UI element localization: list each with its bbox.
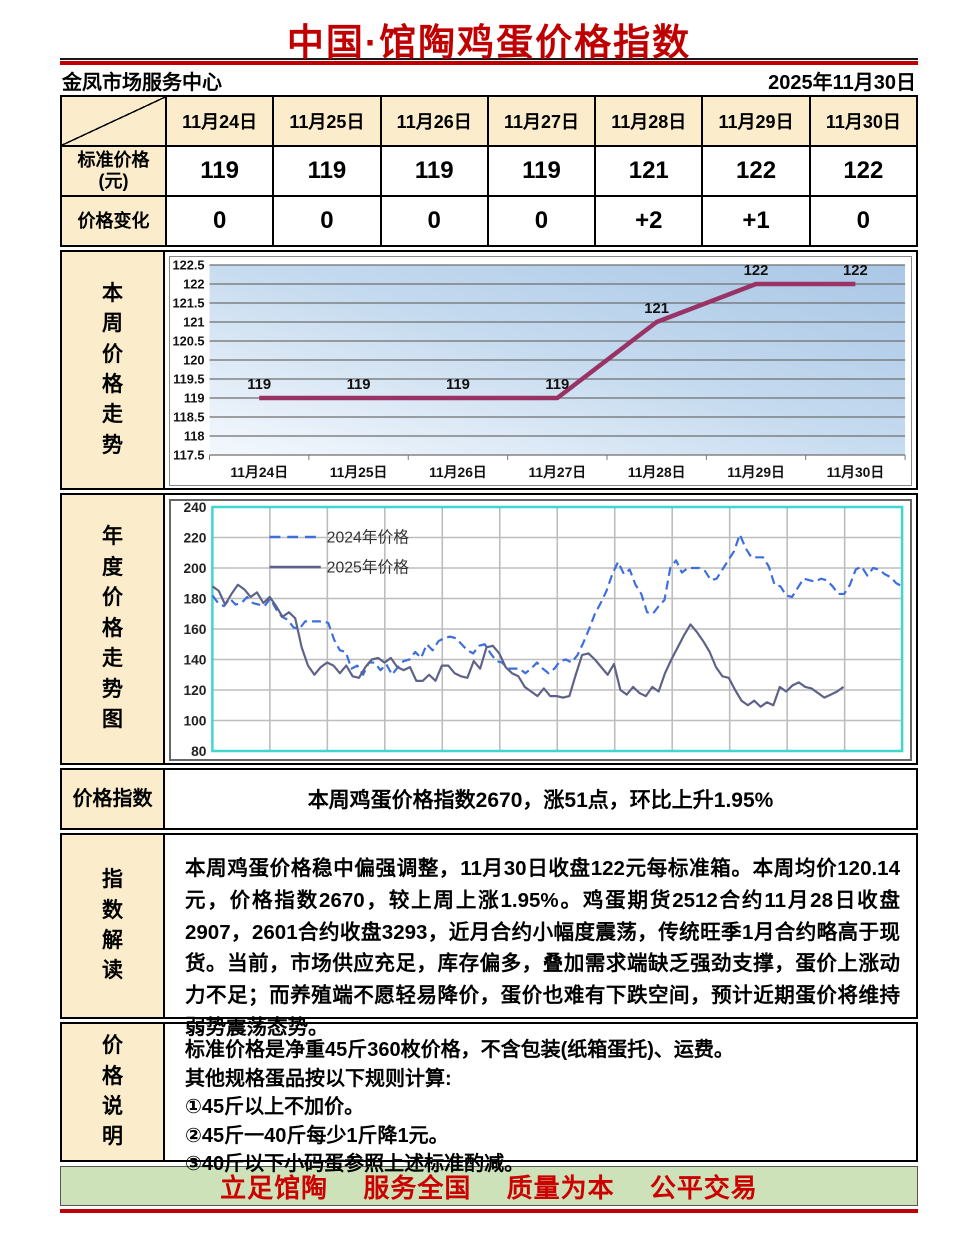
- value-cell: 119: [486, 145, 597, 197]
- price-notes-text: 标准价格是净重45斤360枚价格，不含包装(纸箱蛋托)、运费。 其他规格蛋品按以下…: [165, 1024, 916, 1188]
- svg-text:120.5: 120.5: [172, 333, 204, 348]
- table-row: 价格变化 0 0 0 0 +2 +1 0: [60, 195, 919, 247]
- page-title: 中国·馆陶鸡蛋价格指数: [286, 22, 692, 63]
- price-index-label: 价格指数: [62, 770, 165, 828]
- report-page: 中国·馆陶鸡蛋价格指数 金凤市场服务中心 2025年11月30日 11月24日 1…: [60, 0, 919, 1213]
- title-divider-black: [60, 58, 918, 60]
- svg-text:119: 119: [247, 377, 271, 393]
- svg-text:11月27日: 11月27日: [528, 464, 586, 480]
- svg-text:200: 200: [183, 560, 206, 576]
- svg-text:122: 122: [183, 276, 204, 291]
- svg-text:220: 220: [183, 529, 206, 545]
- svg-text:119: 119: [184, 390, 205, 405]
- svg-text:11月28日: 11月28日: [628, 464, 686, 480]
- annual-trend-section: 年 度 价 格 走 势 图 80 100 120 140 160 180 200 220 240…: [60, 493, 918, 765]
- svg-text:11月25日: 11月25日: [330, 464, 388, 480]
- value-cell: 122: [808, 145, 919, 197]
- price-table: 11月24日 11月25日 11月26日 11月27日 11月28日 11月29日 11月3…: [60, 95, 919, 247]
- value-cell: 0: [272, 195, 382, 247]
- annual-trend-chart: 80 100 120 140 160 180 200 220 240 2024年价格 2025年价格: [169, 499, 912, 761]
- price-note-line: 标准价格是净重45斤360枚价格，不含包装(纸箱蛋托)、运费。: [185, 1039, 734, 1061]
- svg-text:118.5: 118.5: [173, 409, 204, 424]
- price-notes-section: 价 格 说 明 标准价格是净重45斤360枚价格，不含包装(纸箱蛋托)、运费。其…: [60, 1022, 918, 1175]
- subheader-row: 金凤市场服务中心 2025年11月30日: [60, 65, 918, 95]
- date-header-cell: 11月27日: [486, 95, 597, 147]
- svg-text:120: 120: [183, 352, 204, 367]
- svg-text:2025年价格: 2025年价格: [327, 558, 409, 576]
- svg-text:11月26日: 11月26日: [429, 464, 487, 480]
- svg-text:119.5: 119.5: [173, 371, 204, 386]
- footer-slogan: 立足馆陶 服务全国 质量为本 公平交易: [220, 1172, 758, 1203]
- weekly-section-label: 本 周 价 格 走 势: [62, 252, 165, 488]
- svg-text:122.5: 122.5: [172, 257, 204, 272]
- weekly-trend-chart: 117.5 118 118.5 119 119.5 120 120.5 121 121.5 122…: [169, 256, 912, 486]
- date-header-cell: 11月29日: [701, 95, 811, 147]
- value-cell: +2: [594, 195, 704, 247]
- value-cell: +1: [701, 195, 811, 247]
- svg-text:11月30日: 11月30日: [827, 464, 885, 480]
- value-cell: 121: [594, 145, 704, 197]
- report-date: 2025年11月30日: [768, 71, 916, 94]
- annual-section-label: 年 度 价 格 走 势 图: [62, 495, 165, 763]
- value-cell: 119: [379, 145, 489, 197]
- value-cell: 119: [272, 145, 382, 197]
- footer-red-rule: [60, 1209, 918, 1213]
- annual-chart-canvas: 80 100 120 140 160 180 200 220 240 2024年价格 2025年价格: [183, 501, 904, 759]
- value-cell: 119: [164, 145, 275, 197]
- table-row: 标准价格 (元) 119 119 119 119 121 122 122: [60, 145, 919, 197]
- org-name: 金凤市场服务中心: [62, 71, 222, 94]
- svg-text:118: 118: [184, 428, 205, 443]
- date-header-cell: 11月28日: [594, 95, 704, 147]
- row-label-cell: 标准价格 (元): [60, 145, 167, 197]
- svg-text:121.5: 121.5: [172, 295, 204, 310]
- svg-text:121: 121: [644, 301, 669, 317]
- value-cell: 0: [808, 195, 919, 247]
- date-header-cell: 11月26日: [379, 95, 489, 147]
- table-header-row: 11月24日 11月25日 11月26日 11月27日 11月28日 11月29日 11月3…: [60, 95, 919, 147]
- svg-text:122: 122: [843, 263, 868, 279]
- price-note-line: 其他规格蛋品按以下规则计算:: [185, 1067, 452, 1090]
- interpretation-label: 指 数 解 读: [62, 835, 165, 1017]
- footer-banner: 立足馆陶 服务全国 质量为本 公平交易: [60, 1166, 918, 1206]
- price-note-line: ①45斤以上不加价。: [185, 1096, 365, 1119]
- svg-text:2024年价格: 2024年价格: [327, 528, 409, 546]
- svg-text:140: 140: [183, 651, 206, 667]
- svg-text:160: 160: [183, 621, 206, 637]
- svg-text:180: 180: [183, 590, 206, 606]
- price-note-line: ②45斤一40斤每少1斤降1元。: [185, 1124, 449, 1147]
- date-header-cell: 11月25日: [272, 95, 382, 147]
- svg-text:80: 80: [191, 743, 207, 759]
- date-header-cell: 11月24日: [164, 95, 275, 147]
- price-notes-label: 价 格 说 明: [62, 1024, 165, 1160]
- price-note-line: ③40斤以下小码蛋参照上述标准酌减。: [185, 1153, 525, 1176]
- value-cell: 0: [164, 195, 275, 247]
- date-header-cell: 11月30日: [808, 95, 919, 147]
- corner-cell: [60, 95, 167, 147]
- svg-text:117.5: 117.5: [173, 447, 204, 462]
- row-label-cell: 价格变化: [60, 195, 167, 247]
- svg-text:100: 100: [183, 712, 206, 728]
- interpretation-section: 指 数 解 读 本周鸡蛋价格稳中偏强调整，11月30日收盘122元每标准箱。本周…: [60, 833, 918, 1039]
- price-index-text: 本周鸡蛋价格指数2670，涨51点，环比上升1.95%: [307, 789, 774, 812]
- weekly-trend-section: 本 周 价 格 走 势 117.5 118 118.5 119 119.5 120 120.…: [60, 250, 918, 490]
- svg-text:240: 240: [183, 501, 206, 515]
- value-cell: 0: [379, 195, 489, 247]
- title-divider-red: [60, 61, 918, 65]
- svg-text:11月29日: 11月29日: [727, 464, 785, 480]
- weekly-chart-canvas: 117.5 118 118.5 119 119.5 120 120.5 121 121.5 122…: [172, 257, 906, 480]
- value-cell: 0: [486, 195, 597, 247]
- svg-text:119: 119: [347, 377, 371, 393]
- price-index-section: 价格指数 本周鸡蛋价格指数2670，涨51点，环比上升1.95%: [60, 768, 918, 830]
- value-cell: 122: [701, 145, 811, 197]
- svg-text:119: 119: [545, 377, 569, 393]
- interpretation-text: 本周鸡蛋价格稳中偏强调整，11月30日收盘122元每标准箱。本周均价120.14…: [185, 857, 900, 1039]
- svg-text:122: 122: [744, 263, 769, 279]
- svg-text:120: 120: [183, 682, 206, 698]
- svg-text:119: 119: [446, 377, 470, 393]
- svg-text:11月24日: 11月24日: [230, 464, 288, 480]
- svg-text:121: 121: [183, 314, 204, 329]
